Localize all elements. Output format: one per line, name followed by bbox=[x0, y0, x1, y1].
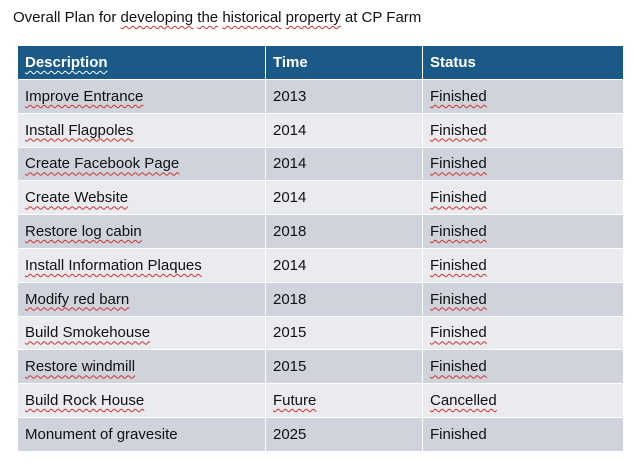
cell-time: 2014 bbox=[265, 146, 423, 182]
cell-time-text: 2018 bbox=[273, 223, 307, 241]
cell-description: Modify red barn bbox=[17, 281, 266, 317]
cell-description: Build Rock House bbox=[17, 383, 266, 418]
cell-time-text: 2025 bbox=[273, 425, 307, 443]
cell-description: Build Smokehouse bbox=[17, 315, 266, 351]
table-row: Restore log cabin 2018 Finished bbox=[17, 214, 624, 249]
cell-time-text: Future bbox=[273, 392, 317, 410]
table-row: Install Flagpoles 2014 Finished bbox=[17, 112, 624, 148]
table-row: Create Facebook Page 2014 Finished bbox=[17, 146, 624, 182]
cell-time: 2018 bbox=[265, 281, 423, 317]
header-status: Status bbox=[422, 45, 624, 80]
cell-description: Install Flagpoles bbox=[17, 112, 266, 148]
title-word-misspelled: property bbox=[285, 9, 341, 26]
cell-time-text: 2014 bbox=[273, 256, 307, 274]
title-word-misspelled: the bbox=[197, 9, 219, 26]
cell-description: Restore windmill bbox=[17, 349, 266, 385]
cell-status-text: Finished bbox=[430, 290, 487, 308]
cell-status-text: Finished bbox=[430, 358, 487, 376]
header-time-label: Time bbox=[273, 54, 308, 71]
cell-time: 2015 bbox=[265, 349, 423, 385]
cell-status-text: Cancelled bbox=[430, 392, 497, 410]
cell-status-text: Finished bbox=[430, 425, 487, 443]
cell-time: 2013 bbox=[265, 79, 423, 114]
cell-status-text: Finished bbox=[430, 223, 487, 241]
cell-description-text: Install Information Plaques bbox=[25, 256, 202, 274]
table-row: Build Smokehouse 2015 Finished bbox=[17, 315, 624, 351]
table-row: Install Information Plaques 2014 Finished bbox=[17, 247, 624, 283]
table-body: Improve Entrance 2013 Finished Install Flag… bbox=[17, 79, 624, 452]
cell-time-text: 2015 bbox=[273, 358, 307, 376]
title-part: at CP Farm bbox=[340, 9, 422, 26]
cell-description-text: Build Rock House bbox=[25, 392, 145, 410]
cell-status: Finished bbox=[422, 112, 624, 148]
cell-status-text: Finished bbox=[430, 256, 487, 274]
cell-status: Finished bbox=[422, 146, 624, 182]
document-title: Overall Plan for developing the historic… bbox=[13, 9, 421, 27]
cell-status: Finished bbox=[422, 79, 624, 114]
cell-description: Restore log cabin bbox=[17, 214, 266, 249]
table-row: Restore windmill 2015 Finished bbox=[17, 349, 624, 385]
table-header-row: Description Time Status bbox=[17, 45, 624, 80]
cell-description-text: Restore windmill bbox=[25, 358, 136, 376]
cell-status: Cancelled bbox=[422, 383, 624, 418]
table-row: Modify red barn 2018 Finished bbox=[17, 281, 624, 317]
cell-time: Future bbox=[265, 383, 423, 418]
cell-description: Install Information Plaques bbox=[17, 247, 266, 283]
cell-status-text: Finished bbox=[430, 324, 487, 342]
cell-time: 2015 bbox=[265, 315, 423, 351]
cell-status-text: Finished bbox=[430, 121, 487, 139]
cell-description-text: Install Flagpoles bbox=[25, 121, 134, 139]
header-description: Description bbox=[17, 45, 266, 80]
cell-status-text: Finished bbox=[430, 155, 487, 173]
cell-status: Finished bbox=[422, 416, 624, 452]
cell-description-text: Restore log cabin bbox=[25, 223, 142, 241]
cell-status: Finished bbox=[422, 281, 624, 317]
cell-description: Improve Entrance bbox=[17, 79, 266, 114]
cell-status-text: Finished bbox=[430, 87, 487, 105]
table-row: Build Rock House Future Cancelled bbox=[17, 383, 624, 418]
cell-time: 2014 bbox=[265, 112, 423, 148]
cell-description: Create Website bbox=[17, 180, 266, 216]
cell-time-text: 2018 bbox=[273, 290, 307, 308]
table-row: Create Website 2014 Finished bbox=[17, 180, 624, 216]
cell-description-text: Build Smokehouse bbox=[25, 324, 151, 342]
cell-time-text: 2014 bbox=[273, 189, 307, 207]
cell-time-text: 2014 bbox=[273, 155, 307, 173]
cell-description: Create Facebook Page bbox=[17, 146, 266, 182]
cell-time: 2014 bbox=[265, 247, 423, 283]
cell-status: Finished bbox=[422, 247, 624, 283]
plan-table: Description Time Status Improve Entrance… bbox=[17, 45, 624, 452]
table-row: Monument of gravesite 2025 Finished bbox=[17, 416, 624, 452]
title-part: Overall Plan for bbox=[13, 9, 121, 26]
header-status-label: Status bbox=[430, 54, 476, 71]
cell-time: 2018 bbox=[265, 214, 423, 249]
cell-status: Finished bbox=[422, 214, 624, 249]
cell-description-text: Create Website bbox=[25, 189, 129, 207]
cell-time-text: 2015 bbox=[273, 324, 307, 342]
cell-time: 2014 bbox=[265, 180, 423, 216]
cell-time: 2025 bbox=[265, 416, 423, 452]
cell-status: Finished bbox=[422, 315, 624, 351]
title-word-misspelled: developing bbox=[120, 9, 194, 26]
header-description-label: Description bbox=[25, 54, 108, 71]
cell-description-text: Modify red barn bbox=[25, 290, 130, 308]
cell-description-text: Monument of gravesite bbox=[25, 425, 178, 443]
cell-status: Finished bbox=[422, 349, 624, 385]
cell-time-text: 2014 bbox=[273, 121, 307, 139]
cell-time-text: 2013 bbox=[273, 87, 307, 105]
cell-description-text: Improve Entrance bbox=[25, 87, 144, 105]
cell-status-text: Finished bbox=[430, 189, 487, 207]
header-time: Time bbox=[265, 45, 423, 80]
cell-status: Finished bbox=[422, 180, 624, 216]
cell-description-text: Create Facebook Page bbox=[25, 155, 180, 173]
title-word-misspelled: historical bbox=[222, 9, 282, 26]
cell-description: Monument of gravesite bbox=[17, 416, 266, 452]
table-row: Improve Entrance 2013 Finished bbox=[17, 79, 624, 114]
